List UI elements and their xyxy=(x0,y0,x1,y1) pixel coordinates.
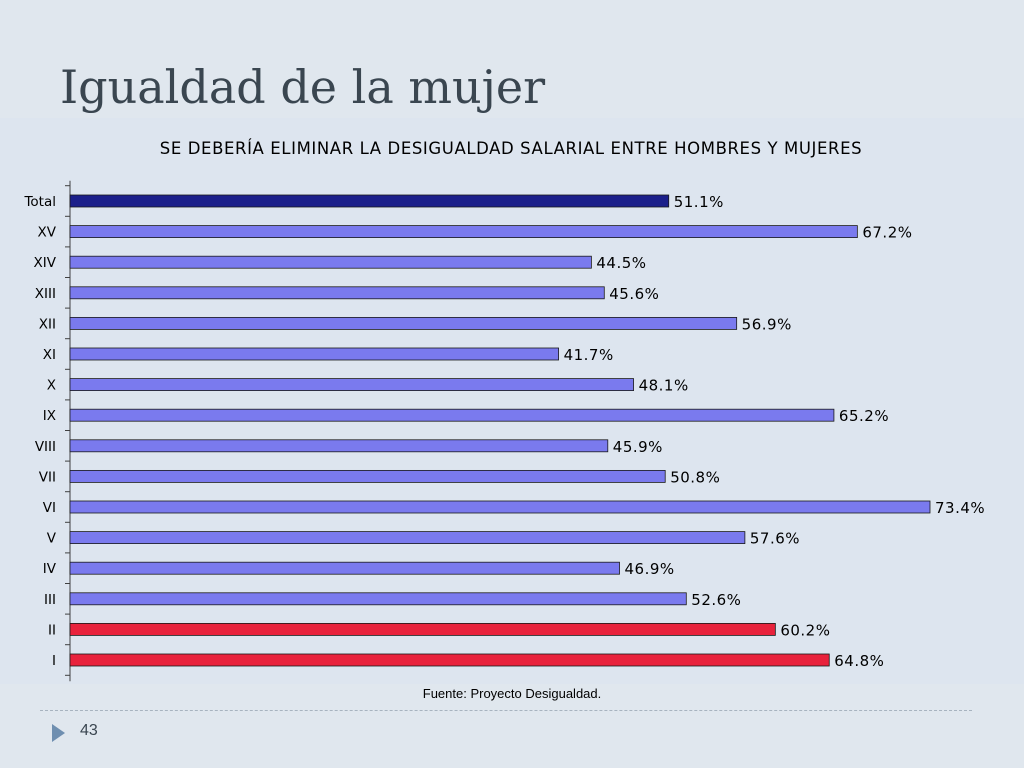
bar xyxy=(69,194,670,208)
slide-title: Igualdad de la mujer xyxy=(60,60,546,114)
bar-chart: SE DEBERÍA ELIMINAR LA DESIGUALDAD SALAR… xyxy=(23,139,985,682)
value-label: 57.6% xyxy=(750,530,800,548)
value-label: 46.9% xyxy=(625,560,675,578)
value-label: 51.1% xyxy=(674,193,724,211)
value-label: 52.6% xyxy=(691,591,741,609)
value-label: 48.1% xyxy=(639,377,689,395)
value-label: 56.9% xyxy=(742,315,792,333)
category-label: IX xyxy=(43,408,56,424)
value-label: 64.8% xyxy=(834,652,884,670)
value-label: 60.2% xyxy=(780,621,830,639)
category-label: V xyxy=(47,531,57,547)
category-label: I xyxy=(52,653,56,669)
value-label: 45.6% xyxy=(609,285,659,303)
bar xyxy=(69,225,858,238)
bar xyxy=(69,622,776,636)
value-label: 50.8% xyxy=(670,468,720,486)
category-label: VII xyxy=(39,469,56,485)
value-label: 73.4% xyxy=(935,499,985,517)
category-label: IV xyxy=(43,561,57,577)
chart-marks: Total 51.1%XV 67.2%XIV 44.5%XIII 45.6%XII 56.… xyxy=(23,180,985,682)
value-label: 41.7% xyxy=(564,346,614,364)
bar xyxy=(69,561,620,575)
category-label: XII xyxy=(39,316,56,332)
value-label: 67.2% xyxy=(862,224,912,242)
bar xyxy=(69,408,835,422)
category-label: XV xyxy=(38,225,57,241)
category-label: XI xyxy=(43,347,56,363)
bar xyxy=(69,378,634,392)
category-label: Total xyxy=(23,194,56,210)
triangle-right-icon xyxy=(52,724,65,742)
bar xyxy=(69,286,605,300)
bar xyxy=(69,347,559,361)
category-label: II xyxy=(48,622,56,638)
bar xyxy=(69,531,746,545)
value-label: 65.2% xyxy=(839,407,889,425)
bar xyxy=(69,592,687,606)
chart-title: SE DEBERÍA ELIMINAR LA DESIGUALDAD SALAR… xyxy=(160,139,862,158)
category-label: XIV xyxy=(34,255,57,271)
page-number: 43 xyxy=(80,722,98,739)
bar xyxy=(69,255,592,269)
value-label: 45.9% xyxy=(613,438,663,456)
bar xyxy=(69,316,738,330)
category-label: III xyxy=(44,592,56,608)
value-label: 44.5% xyxy=(596,254,646,272)
footer-divider xyxy=(40,710,972,711)
category-label: XIII xyxy=(35,286,56,302)
bar xyxy=(69,653,830,667)
source-note: Fuente: Proyecto Desigualdad. xyxy=(422,686,602,701)
category-label: X xyxy=(47,378,56,394)
bar xyxy=(69,469,666,483)
bar xyxy=(69,500,931,514)
category-label: VI xyxy=(43,500,56,516)
bar xyxy=(69,439,609,453)
category-label: VIII xyxy=(35,439,56,455)
chart-panel: SE DEBERÍA ELIMINAR LA DESIGUALDAD SALAR… xyxy=(0,118,1024,684)
